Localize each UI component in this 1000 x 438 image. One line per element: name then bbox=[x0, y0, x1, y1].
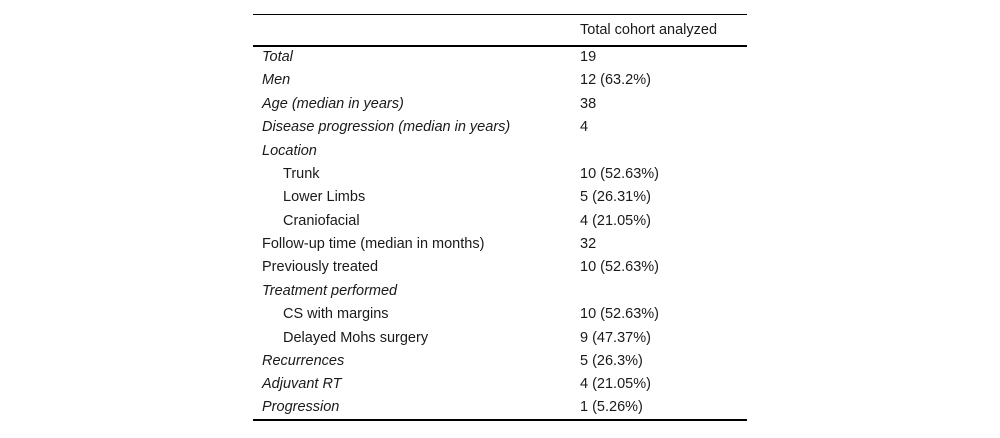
table-row: Lower Limbs 5 (26.31%) bbox=[253, 186, 747, 209]
row-label: Lower Limbs bbox=[283, 189, 366, 206]
row-value bbox=[580, 139, 747, 162]
row-value: 4 (21.05%) bbox=[580, 212, 651, 229]
table-row: Location bbox=[253, 139, 747, 162]
row-value: 5 (26.31%) bbox=[580, 189, 651, 206]
table-row: Craniofacial 4 (21.05%) bbox=[253, 209, 747, 232]
row-label: Treatment performed bbox=[262, 282, 398, 299]
row-value: 4 bbox=[580, 119, 589, 136]
table-row: Age (median in years) 38 bbox=[253, 92, 747, 115]
table-row: Follow-up time (median in months) 32 bbox=[253, 233, 747, 256]
header-value-cell: Total cohort analyzed bbox=[580, 21, 718, 38]
table-row: Recurrences 5 (26.3%) bbox=[253, 350, 747, 373]
table-row: Disease progression (median in years) 4 bbox=[253, 116, 747, 139]
table-row: CS with margins 10 (52.63%) bbox=[253, 303, 747, 326]
table-row: Previously treated 10 (52.63%) bbox=[253, 256, 747, 279]
table-row: Trunk 10 (52.63%) bbox=[253, 162, 747, 185]
row-label: Age (median in years) bbox=[262, 95, 404, 112]
row-value: 5 (26.3%) bbox=[580, 353, 643, 370]
row-value: 12 (63.2%) bbox=[580, 72, 651, 89]
row-label: Disease progression (median in years) bbox=[262, 119, 511, 136]
table-row: Total 19 bbox=[253, 46, 747, 69]
header-row: Total cohort analyzed bbox=[253, 14, 747, 46]
table-body: Total 19 Men 12 (63.2%) Age (median in years… bbox=[253, 46, 747, 420]
row-value bbox=[580, 279, 747, 302]
row-value: 10 (52.63%) bbox=[580, 306, 659, 323]
header-label-cell bbox=[253, 15, 580, 46]
row-value: 9 (47.37%) bbox=[580, 329, 651, 346]
row-label: Location bbox=[262, 142, 317, 159]
table-row: Treatment performed bbox=[253, 279, 747, 302]
table-row: Progression 1 (5.26%) bbox=[253, 396, 747, 420]
table-row: Delayed Mohs surgery 9 (47.37%) bbox=[253, 326, 747, 349]
table-row: Adjuvant RT 4 (21.05%) bbox=[253, 373, 747, 396]
row-value: 10 (52.63%) bbox=[580, 165, 659, 182]
row-label: Total bbox=[262, 49, 293, 66]
cohort-characteristics-table: Total cohort analyzed Total 19 Men 12 (63.2… bbox=[253, 14, 747, 421]
row-label: Previously treated bbox=[262, 259, 379, 276]
row-label: CS with margins bbox=[283, 306, 389, 323]
table-header: Total cohort analyzed bbox=[253, 14, 747, 46]
row-label: Follow-up time (median in months) bbox=[262, 236, 485, 253]
table-row: Men 12 (63.2%) bbox=[253, 69, 747, 92]
row-label: Recurrences bbox=[262, 353, 345, 370]
row-label: Adjuvant RT bbox=[262, 376, 342, 393]
row-value: 10 (52.63%) bbox=[580, 259, 659, 276]
row-label: Progression bbox=[262, 399, 340, 416]
row-value: 38 bbox=[580, 95, 597, 112]
row-value: 1 (5.26%) bbox=[580, 399, 643, 416]
row-label: Men bbox=[262, 72, 291, 89]
row-value: 4 (21.05%) bbox=[580, 376, 651, 393]
row-label: Delayed Mohs surgery bbox=[283, 329, 429, 346]
row-label: Trunk bbox=[283, 165, 320, 182]
row-value: 32 bbox=[580, 236, 597, 253]
row-label: Craniofacial bbox=[283, 212, 360, 229]
row-value: 19 bbox=[580, 49, 597, 66]
